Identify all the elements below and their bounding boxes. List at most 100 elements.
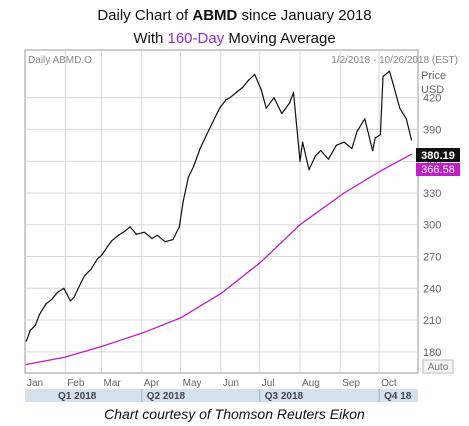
price-point	[379, 134, 381, 136]
title-ticker: ABMD	[192, 7, 238, 24]
y-tick-label: 330	[423, 188, 441, 200]
ma-point	[343, 192, 345, 194]
x-tick-label: Mar	[104, 378, 122, 389]
price-point	[117, 234, 119, 236]
price-point	[34, 324, 37, 326]
x-tick-label: Oct	[381, 378, 397, 389]
price-point	[156, 234, 158, 236]
ma-point	[260, 261, 262, 263]
last-price-badge: 380.19	[416, 148, 460, 162]
price-point	[392, 84, 394, 86]
price-point	[374, 137, 376, 139]
price-point	[235, 91, 237, 93]
quarter-bar: Q1 2018 Q2 2018 Q3 2018 Q4 18	[25, 389, 418, 402]
price-point	[388, 70, 391, 72]
title-prefix: Daily Chart of	[97, 7, 193, 24]
auto-button-bg[interactable]	[422, 359, 454, 374]
ma-point	[299, 224, 301, 226]
price-point	[199, 147, 201, 150]
price-point	[135, 233, 138, 235]
price-point	[265, 107, 267, 109]
symbol-label: Daily ABMD.O	[28, 55, 92, 66]
price-axis-title: Price	[421, 70, 446, 82]
price-point	[351, 147, 353, 150]
price-point	[405, 118, 407, 120]
quarter-label: Q2 2018	[147, 391, 186, 402]
ma-point	[220, 293, 222, 295]
ma-value-badge: 366.58	[416, 163, 460, 176]
price-point	[97, 258, 99, 260]
price-point	[260, 88, 262, 90]
ma-point	[100, 345, 103, 348]
price-point	[84, 275, 86, 277]
last-price-value: 380.19	[421, 150, 455, 162]
x-axis: Jan Feb Mar Apr May Jun Jul Aug Sep Oct	[27, 378, 397, 389]
ma-point	[180, 317, 182, 319]
currency-axis-title: USD	[421, 84, 444, 96]
auto-button[interactable]: Auto	[422, 359, 454, 374]
quarter-label: Q1 2018	[58, 391, 97, 402]
price-point	[100, 254, 103, 256]
x-tick-label: Jan	[27, 378, 43, 389]
price-point	[29, 330, 31, 332]
price-point	[382, 75, 384, 78]
y-tick-label: 210	[423, 315, 441, 327]
price-point	[356, 130, 358, 133]
price-point	[372, 150, 374, 152]
x-tick-label: Aug	[302, 378, 320, 389]
price-point	[45, 303, 47, 305]
price-point	[229, 97, 231, 99]
plot-frame	[24, 49, 419, 374]
chart-title: Daily Chart of ABMD since January 2018	[0, 5, 469, 27]
series	[25, 70, 413, 366]
price-point	[38, 314, 40, 316]
subtitle-suffix: Moving Average	[224, 30, 336, 47]
price-point	[314, 155, 317, 157]
x-tick-label: May	[183, 378, 202, 389]
price-point	[292, 91, 295, 93]
price-point	[273, 97, 275, 99]
price-point	[143, 231, 145, 233]
price-point	[129, 226, 131, 228]
y-tick-label: 180	[423, 347, 441, 359]
price-point	[172, 239, 174, 241]
chart-subtitle: With 160-Day Moving Average	[0, 28, 469, 50]
price-point	[335, 144, 337, 146]
price-point	[211, 123, 213, 125]
price-point	[289, 102, 291, 104]
price-point	[225, 99, 227, 101]
subtitle-prefix: With	[133, 30, 168, 47]
price-point	[364, 118, 366, 120]
y-tick-label: 420	[423, 93, 441, 105]
price-point	[281, 112, 283, 115]
subtitle-highlight: 160-Day	[167, 30, 225, 47]
price-point	[73, 296, 75, 298]
x-tick-label: Feb	[67, 378, 85, 389]
ma-value-badge-bg	[416, 163, 460, 176]
price-point	[69, 300, 71, 302]
price-point	[343, 141, 345, 143]
price-point	[178, 226, 180, 228]
quarter-bar-bg	[25, 389, 418, 402]
price-point	[219, 107, 221, 109]
y-tick-label: 270	[423, 252, 441, 264]
x-tick-label: Jun	[223, 378, 239, 389]
ma-point	[64, 356, 66, 358]
price-point	[151, 237, 153, 240]
price-point	[124, 230, 126, 232]
y-tick-label: 390	[423, 124, 441, 136]
price-point	[90, 268, 92, 270]
price-point	[56, 291, 59, 294]
price-point	[111, 240, 113, 242]
price-point	[206, 134, 208, 136]
title-suffix: since January 2018	[237, 7, 372, 24]
auto-button-label[interactable]: Auto	[428, 362, 449, 373]
ma-point	[410, 153, 413, 155]
price-point	[242, 86, 244, 88]
price-point	[308, 169, 310, 171]
date-range-label: 1/2/2018 - 10/26/2018 (EST)	[331, 55, 458, 66]
footer-caption: Chart courtesy of Thomson Reuters Eikon	[104, 406, 365, 422]
price-point	[410, 139, 413, 141]
price-point	[51, 298, 53, 300]
